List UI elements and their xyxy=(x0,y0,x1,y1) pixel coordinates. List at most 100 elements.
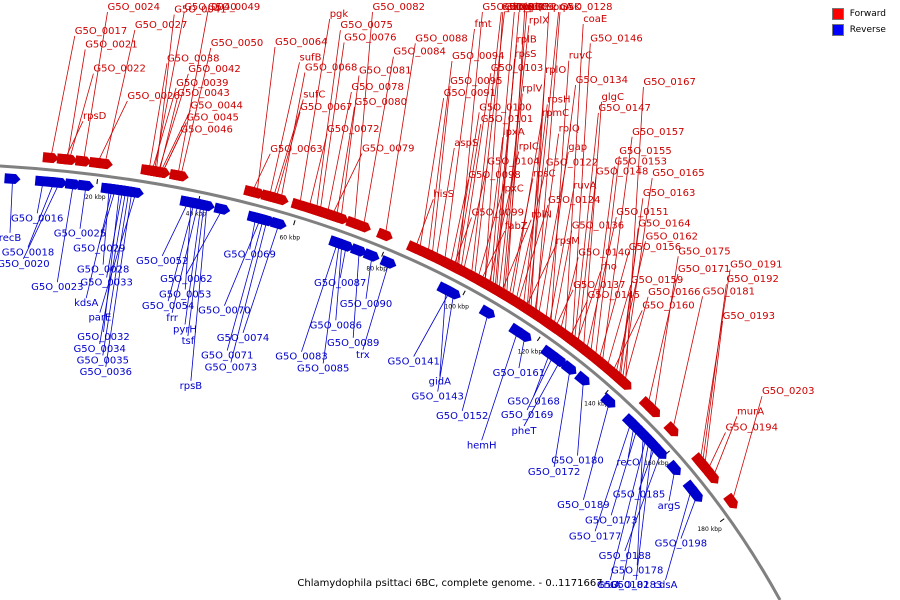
forward-gene-label: G5O_0171 xyxy=(678,264,730,275)
forward-gene-label: G5O_0064 xyxy=(275,37,327,48)
forward-gene-label: G5O_0088 xyxy=(415,33,467,44)
reverse-gene-label: G5O_0018 xyxy=(2,247,54,258)
forward-leader-line xyxy=(601,136,633,364)
forward-leader-line xyxy=(525,245,556,308)
reverse-gene-arrow xyxy=(77,179,94,191)
forward-leader-line xyxy=(707,432,726,471)
reverse-gene-label: tsf xyxy=(182,336,195,347)
forward-gene-label: G5O_0099 xyxy=(472,208,524,219)
forward-gene-label: G5O_0122 xyxy=(546,158,598,169)
reverse-gene-label: truA xyxy=(600,580,621,591)
forward-leader-line xyxy=(151,87,177,172)
forward-swatch xyxy=(831,8,844,20)
reverse-gene-label: pheT xyxy=(512,426,538,437)
forward-gene-label: G5O_0193 xyxy=(723,311,775,322)
forward-leader-line xyxy=(702,284,727,465)
forward-leader-line xyxy=(594,156,620,359)
reverse-leader-line xyxy=(103,190,120,333)
reverse-gene-arrow xyxy=(515,327,532,342)
reverse-leader-line xyxy=(85,189,113,299)
forward-gene-label: rplX xyxy=(529,15,549,26)
reverse-gene-label: G5O_0177 xyxy=(569,531,621,542)
forward-gene-label: G5O_0075 xyxy=(340,20,392,31)
reverse-gene-arrow xyxy=(50,177,68,189)
forward-gene-label: G5O_0091 xyxy=(444,88,496,99)
reverse-gene-arrow xyxy=(64,178,82,190)
reverse-leader-line xyxy=(186,209,223,275)
forward-gene-label: G5O_0153 xyxy=(615,156,667,167)
forward-gene-label: rpsE xyxy=(527,2,549,13)
forward-gene-label: rpsD xyxy=(83,111,107,122)
forward-leader-line xyxy=(336,106,355,218)
forward-gene-arrow xyxy=(645,402,660,418)
forward-leader-line xyxy=(535,11,561,315)
forward-gene-arrow xyxy=(536,312,553,328)
reverse-gene-label: G5O_0161 xyxy=(493,368,545,379)
forward-gene-label: G5O_0068 xyxy=(305,63,357,74)
forward-leader-line xyxy=(427,60,453,255)
forward-leader-line xyxy=(444,28,475,263)
reverse-leader-line xyxy=(171,203,199,313)
reverse-leader-line xyxy=(523,360,561,427)
forward-leader-line xyxy=(160,110,191,173)
forward-gene-arrow xyxy=(663,421,679,437)
forward-leader-line xyxy=(574,112,599,342)
reverse-gene-label: G5O_0054 xyxy=(142,301,194,312)
forward-gene-track xyxy=(42,152,738,509)
forward-gene-label: G5O_0100 xyxy=(479,102,531,113)
tick-label: 20 kbp xyxy=(85,194,106,201)
tick-mark xyxy=(381,251,385,257)
forward-gene-label: G5O_0026 xyxy=(127,91,179,102)
forward-gene-label: G5O_0103 xyxy=(491,63,543,74)
forward-gene-label: G5O_0124 xyxy=(548,195,600,206)
reverse-gene-arrow xyxy=(444,285,461,300)
forward-leader-line xyxy=(454,112,480,268)
reverse-gene-label: G5O_0032 xyxy=(77,332,129,343)
forward-gene-label: sufB xyxy=(300,52,322,63)
reverse-gene-label: rpsB xyxy=(180,381,203,392)
forward-gene-label: G5O_0017 xyxy=(75,26,127,37)
forward-leader-line xyxy=(157,73,189,173)
forward-leader-line xyxy=(704,320,723,468)
forward-leader-line xyxy=(583,101,602,349)
reverse-leader-line xyxy=(461,312,489,412)
reverse-gene-label: G5O_0029 xyxy=(73,244,125,255)
forward-leader-line xyxy=(64,121,84,160)
forward-leader-line xyxy=(256,46,276,194)
forward-gene-label: G5O_0203 xyxy=(762,386,814,397)
reverse-gene-arrow xyxy=(600,392,616,408)
forward-gene-label: lpxC xyxy=(502,183,524,194)
forward-leader-line xyxy=(308,133,328,208)
reverse-leader-line xyxy=(106,190,123,278)
forward-leader-line xyxy=(162,122,187,173)
forward-leader-line xyxy=(488,151,520,286)
tick-label: 100 kbp xyxy=(444,304,469,311)
reverse-gene-label: G5O_0173 xyxy=(585,515,637,526)
reverse-leader-line xyxy=(533,353,550,397)
forward-gene-label: rpsC xyxy=(533,168,556,179)
reverse-gene-label: G5O_0178 xyxy=(611,565,663,576)
reverse-leader-line xyxy=(365,255,373,299)
reverse-gene-arrow xyxy=(362,248,380,262)
forward-gene-label: G5O_0147 xyxy=(598,103,650,114)
forward-leader-line xyxy=(331,153,363,216)
reverse-leader-line xyxy=(352,250,360,338)
reverse-gene-label: G5O_0083 xyxy=(275,352,327,363)
forward-gene-label: rplB xyxy=(517,35,537,46)
forward-gene-label: G5O_0146 xyxy=(590,33,642,44)
forward-gene-label: G5O_0040 xyxy=(184,2,236,13)
forward-gene-label: G5O_0063 xyxy=(270,144,322,155)
reverse-leader-line xyxy=(249,217,257,250)
forward-gene-label: G5O_0067 xyxy=(300,102,352,113)
forward-leader-line xyxy=(554,289,574,328)
reverse-gene-label: G5O_0086 xyxy=(310,320,362,331)
forward-gene-label: fabZ xyxy=(505,221,528,232)
forward-leader-line xyxy=(148,63,168,171)
forward-gene-label: G5O_0137 xyxy=(573,280,625,291)
forward-leader-line xyxy=(460,73,492,271)
forward-gene-label: rplC xyxy=(519,142,539,153)
forward-gene-label: G5O_0041 xyxy=(174,5,226,16)
forward-leader-line xyxy=(484,11,504,284)
